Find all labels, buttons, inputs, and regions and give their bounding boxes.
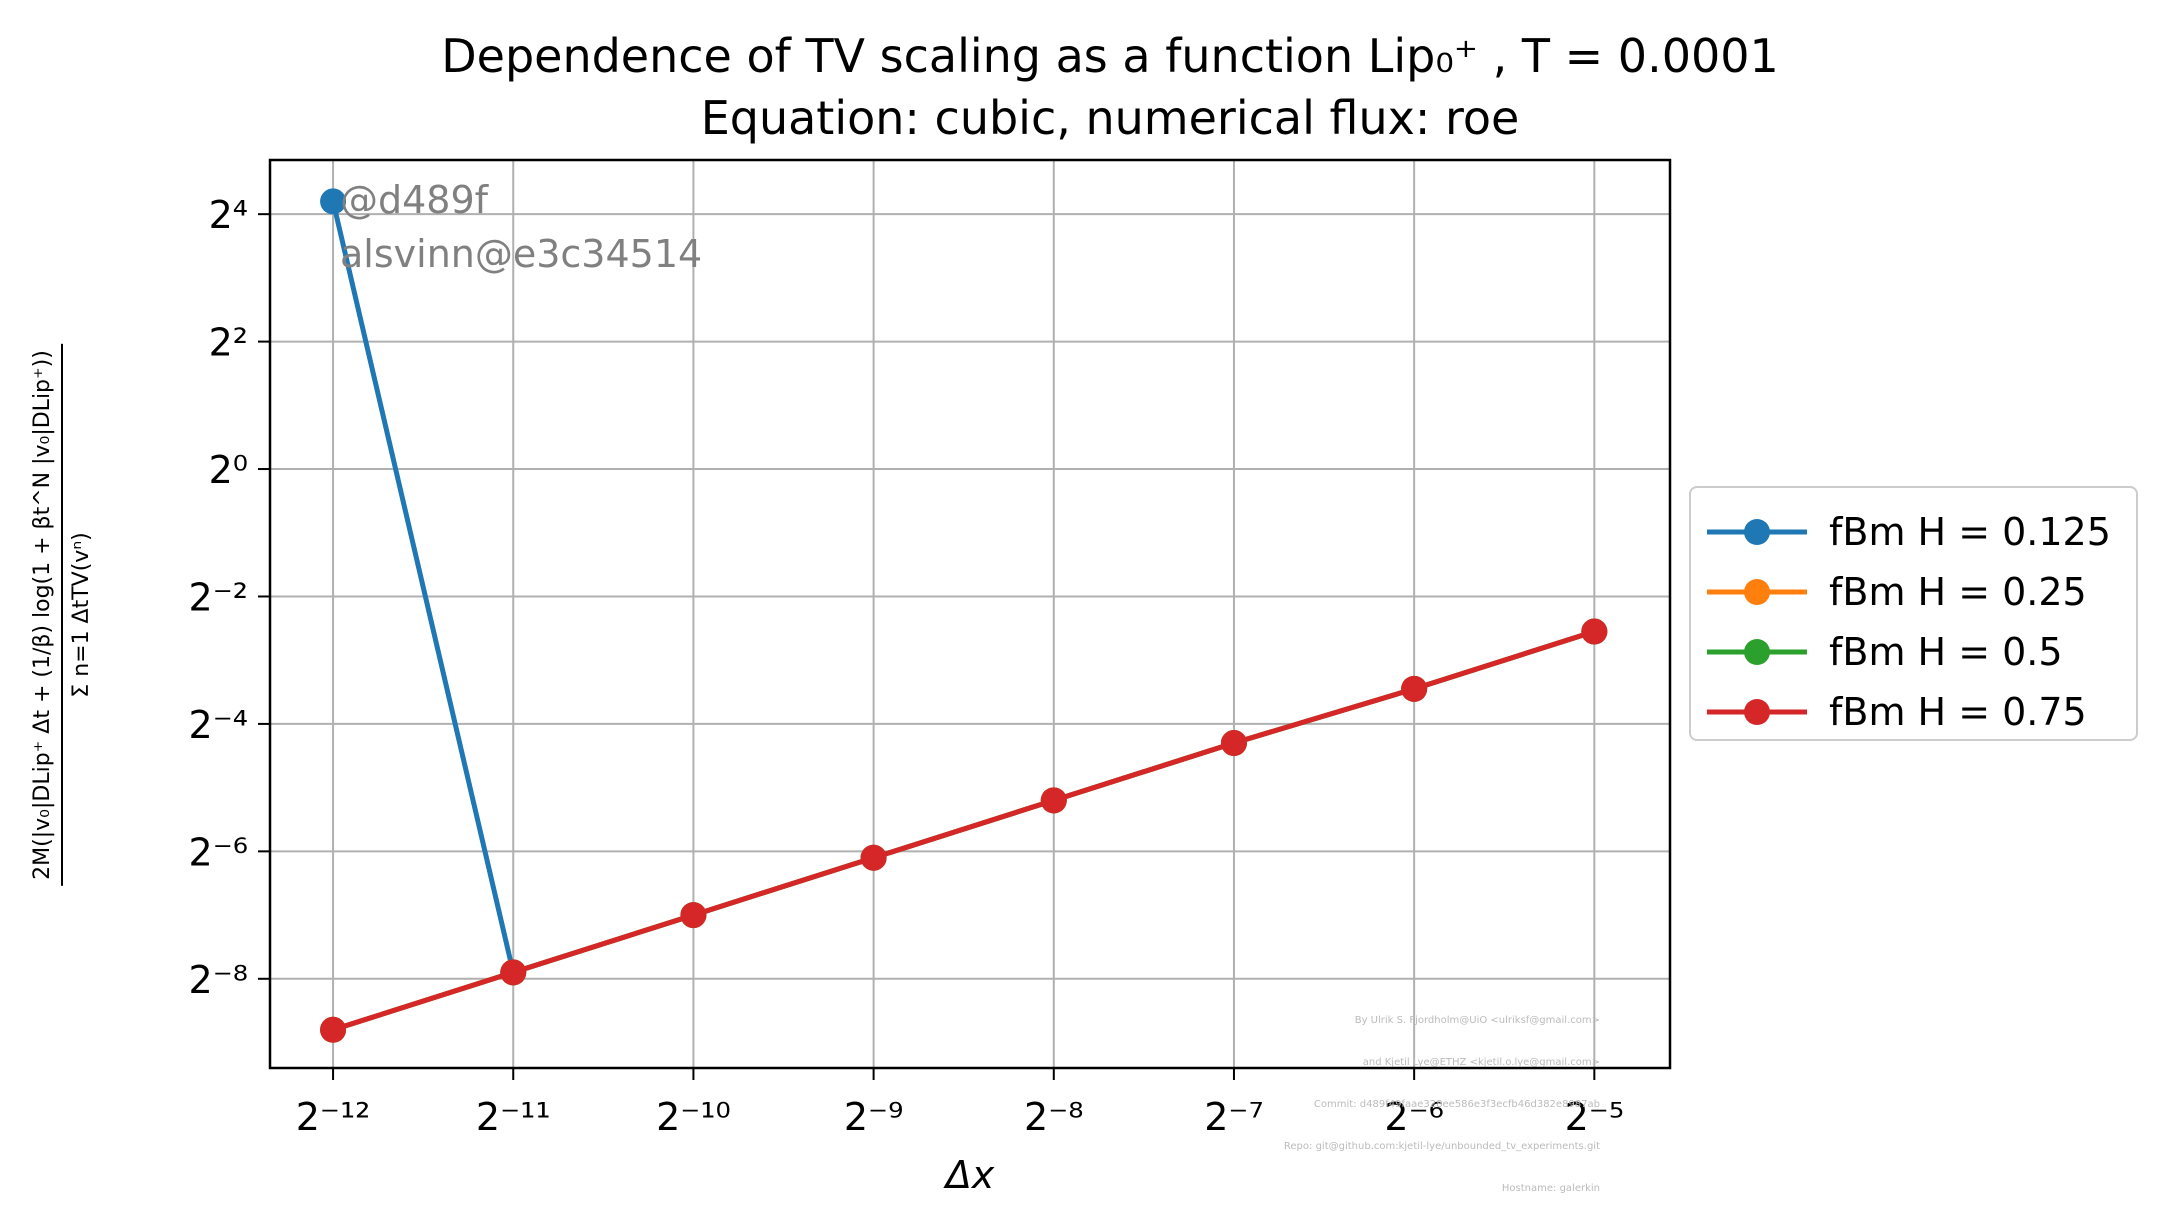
credits-line: Repo: git@github.com:kjetil-lye/unbounde… bbox=[1283, 1141, 1600, 1152]
y-tick-label: 2² bbox=[209, 321, 248, 365]
credits-line: Commit: d489f49faae328ee586e3f3ecfb46d38… bbox=[1313, 1099, 1600, 1110]
legend-swatch bbox=[1707, 519, 1807, 545]
x-tick-label: 2⁻¹¹ bbox=[476, 1095, 551, 1139]
x-tick-label: 2⁻⁵ bbox=[1565, 1095, 1624, 1139]
data-point bbox=[1220, 730, 1247, 757]
x-tick-label: 2⁻⁷ bbox=[1204, 1095, 1263, 1139]
series-line bbox=[332, 629, 1596, 1033]
data-point bbox=[680, 902, 707, 929]
legend-entry: fBm H = 0.75 bbox=[1691, 682, 2136, 742]
watermark-alsvinn: alsvinn@e3c34514 bbox=[340, 232, 703, 276]
x-tick-label: 2⁻¹² bbox=[296, 1095, 371, 1139]
series-3 bbox=[320, 618, 1608, 1043]
legend-entry: fBm H = 0.5 bbox=[1691, 622, 2136, 682]
y-tick-label: 2⁻⁸ bbox=[189, 958, 248, 1002]
x-tick-label: 2⁻⁸ bbox=[1024, 1095, 1083, 1139]
x-axis-label: Δx bbox=[943, 1153, 995, 1197]
series-line bbox=[330, 200, 1596, 975]
chart-subtitle: Equation: cubic, numerical flux: roe bbox=[700, 91, 1520, 145]
legend-swatch bbox=[1707, 699, 1807, 725]
y-axis-label-numerator: 2M(|v₀|DLip⁺ Δt + (1/β) log(1 + βt^N |v₀… bbox=[30, 344, 63, 886]
legend-swatch bbox=[1707, 639, 1807, 665]
y-tick-label: 2⁰ bbox=[209, 448, 248, 492]
plot-frame bbox=[268, 158, 1672, 1070]
legend-label: fBm H = 0.125 bbox=[1829, 510, 2111, 554]
y-tick-label: 2⁻² bbox=[189, 575, 248, 619]
legend-label: fBm H = 0.75 bbox=[1829, 690, 2087, 734]
x-tick-label: 2⁻¹⁰ bbox=[656, 1095, 731, 1139]
y-tick-label: 2⁴ bbox=[209, 193, 248, 237]
chart-title: Dependence of TV scaling as a function L… bbox=[441, 29, 1779, 83]
data-point bbox=[1040, 787, 1067, 814]
data-point bbox=[320, 1016, 347, 1043]
credits-line: Hostname: galerkin bbox=[1501, 1183, 1600, 1194]
credits-block: By Ulrik S. Fjordholm@UiO <ulriksf@gmail… bbox=[1284, 986, 1600, 1210]
x-tick-label: 2⁻⁶ bbox=[1384, 1095, 1443, 1139]
series-lines bbox=[320, 188, 1608, 1043]
grid bbox=[270, 160, 1670, 1068]
legend-entry: fBm H = 0.125 bbox=[1691, 502, 2136, 562]
data-point bbox=[320, 188, 347, 215]
y-tick-label: 2⁻⁶ bbox=[189, 830, 248, 874]
data-point bbox=[500, 959, 527, 986]
y-axis-ticks: 2⁻⁸ 2⁻⁶ 2⁻⁴ 2⁻² 2⁰ 2² 2⁴ bbox=[189, 193, 270, 1002]
legend: fBm H = 0.125 fBm H = 0.25 fBm H = 0.5 f… bbox=[1689, 486, 2138, 741]
data-point bbox=[1581, 618, 1608, 645]
data-point bbox=[1401, 675, 1428, 702]
credits-line: and Kjetil Lye@ETHZ <kjetil.o.lye@gmail.… bbox=[1362, 1057, 1600, 1068]
y-tick-label: 2⁻⁴ bbox=[189, 703, 248, 747]
x-tick-label: 2⁻⁹ bbox=[844, 1095, 903, 1139]
data-point bbox=[860, 844, 887, 871]
y-axis-label-denominator: Σ n=1 ΔtTV(vⁿ) bbox=[69, 532, 94, 698]
legend-swatch bbox=[1707, 579, 1807, 605]
watermark-commit: @d489f bbox=[340, 178, 489, 222]
x-axis-ticks: 2⁻¹² 2⁻¹¹ 2⁻¹⁰ 2⁻⁹ 2⁻⁸ 2⁻⁷ 2⁻⁶ 2⁻⁵ bbox=[296, 1068, 1624, 1139]
credits-line: By Ulrik S. Fjordholm@UiO <ulriksf@gmail… bbox=[1354, 1015, 1600, 1026]
legend-label: fBm H = 0.25 bbox=[1829, 570, 2087, 614]
legend-label: fBm H = 0.5 bbox=[1829, 630, 2063, 674]
legend-entry: fBm H = 0.25 bbox=[1691, 562, 2136, 622]
y-axis-label: 2M(|v₀|DLip⁺ Δt + (1/β) log(1 + βt^N |v₀… bbox=[30, 344, 94, 886]
